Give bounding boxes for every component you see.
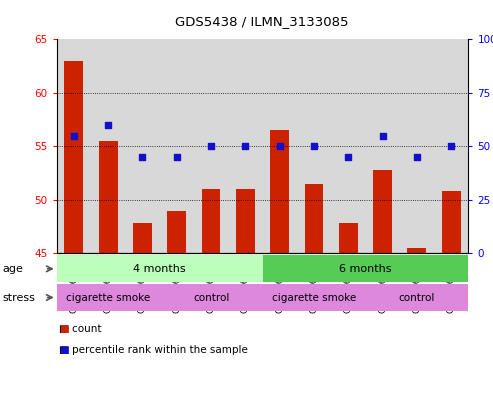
- Bar: [65, 61, 83, 253]
- Point: [310, 143, 318, 149]
- Point: [344, 154, 352, 160]
- Text: cigarette smoke: cigarette smoke: [272, 292, 356, 303]
- Text: GDS5438 / ILMN_3133085: GDS5438 / ILMN_3133085: [175, 15, 348, 28]
- Bar: [270, 130, 289, 253]
- Point: [139, 154, 146, 160]
- Bar: [236, 189, 255, 253]
- Bar: [339, 224, 358, 253]
- Bar: [57, 39, 91, 253]
- Bar: [407, 248, 426, 253]
- Bar: [133, 224, 152, 253]
- Bar: [202, 189, 220, 253]
- Bar: [57, 255, 262, 282]
- Point: [379, 132, 387, 139]
- Point: [447, 143, 455, 149]
- Bar: [297, 39, 331, 253]
- Bar: [167, 211, 186, 253]
- Bar: [194, 39, 228, 253]
- Bar: [365, 39, 400, 253]
- Bar: [373, 170, 392, 253]
- Text: stress: stress: [2, 292, 35, 303]
- Bar: [262, 255, 468, 282]
- Text: control: control: [193, 292, 229, 303]
- Text: control: control: [399, 292, 435, 303]
- Bar: [91, 39, 125, 253]
- Bar: [57, 284, 160, 311]
- Bar: [434, 39, 468, 253]
- Point: [242, 143, 249, 149]
- Point: [413, 154, 421, 160]
- Text: 4 months: 4 months: [133, 264, 186, 274]
- Text: age: age: [2, 264, 23, 274]
- Bar: [442, 191, 460, 253]
- Text: 6 months: 6 months: [339, 264, 391, 274]
- Bar: [262, 284, 365, 311]
- Bar: [305, 184, 323, 253]
- Bar: [160, 39, 194, 253]
- Bar: [365, 284, 468, 311]
- Bar: [125, 39, 160, 253]
- Bar: [160, 284, 262, 311]
- Text: ■: ■: [59, 345, 69, 355]
- Text: ■ percentile rank within the sample: ■ percentile rank within the sample: [59, 345, 248, 355]
- Point: [104, 122, 112, 128]
- Text: ■ count: ■ count: [59, 323, 102, 334]
- Bar: [228, 39, 262, 253]
- Point: [70, 132, 78, 139]
- Bar: [99, 141, 118, 253]
- Point: [276, 143, 283, 149]
- Text: ■: ■: [59, 323, 69, 334]
- Bar: [262, 39, 297, 253]
- Point: [173, 154, 181, 160]
- Bar: [400, 39, 434, 253]
- Text: cigarette smoke: cigarette smoke: [66, 292, 150, 303]
- Bar: [331, 39, 365, 253]
- Point: [207, 143, 215, 149]
